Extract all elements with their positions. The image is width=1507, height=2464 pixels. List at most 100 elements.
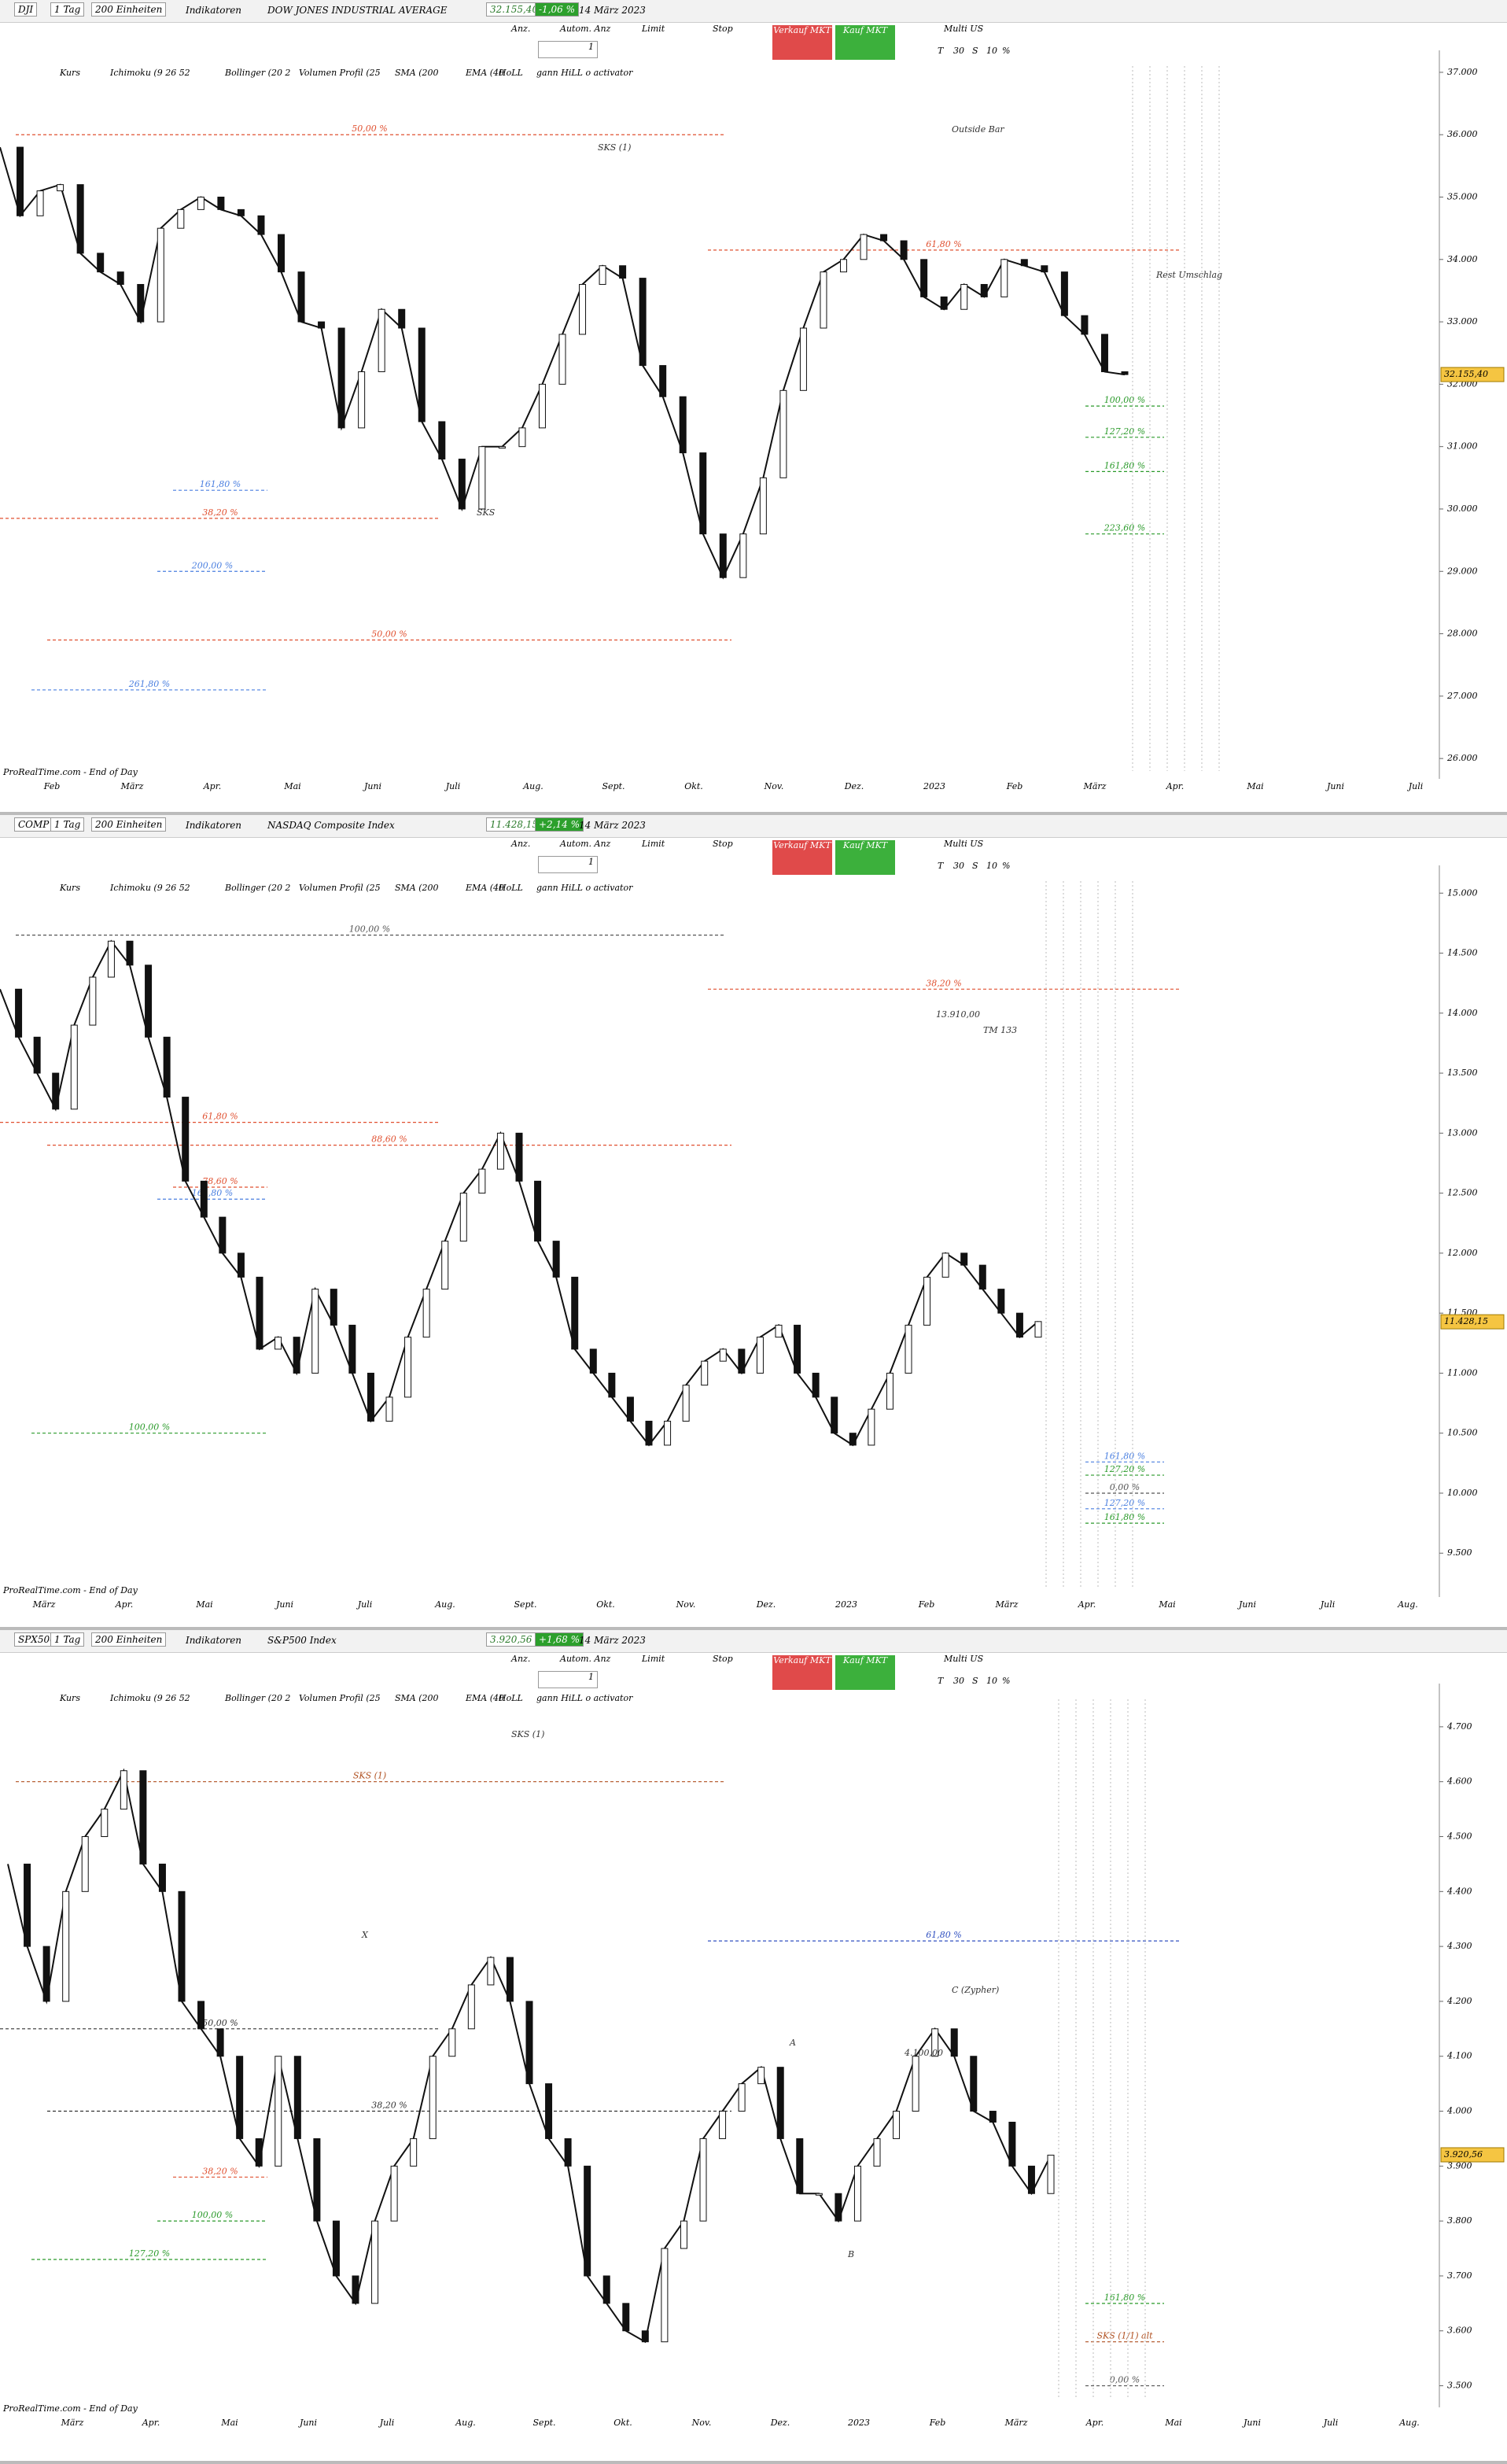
- buy-button[interactable]: Kauf MKT: [835, 25, 895, 60]
- indicator-toggle[interactable]: Volumen Profil (25: [299, 68, 381, 78]
- x-tick-label: Aug.: [455, 2418, 476, 2428]
- toolbar-indicators[interactable]: Indikatoren: [186, 5, 242, 16]
- candle: [664, 1420, 672, 1446]
- toolbar-period[interactable]: 1 Tag: [50, 2, 85, 17]
- indicator-toggle[interactable]: gann HiLL o activator: [536, 883, 633, 893]
- candle: [126, 940, 134, 966]
- buy-button[interactable]: Kauf MKT: [835, 1655, 895, 1690]
- candle: [330, 1289, 337, 1326]
- candle: [579, 284, 587, 335]
- candle: [163, 1036, 171, 1098]
- y-tick-label: 33.000: [1447, 316, 1478, 326]
- indicator-toggle[interactable]: EMA (40: [466, 68, 505, 78]
- y-tick-label: 10.500: [1447, 1428, 1478, 1438]
- level-label: 38,20 %: [926, 978, 961, 988]
- qty-input[interactable]: 1: [538, 856, 598, 873]
- candle: [659, 365, 667, 397]
- x-tick-label: Juni: [1325, 781, 1344, 791]
- x-tick-label: Juni: [363, 781, 381, 791]
- indicator-toggle[interactable]: gann HiLL o activator: [536, 1693, 633, 1703]
- candle: [398, 308, 406, 329]
- indicator-toggle[interactable]: Ichimoku (9 26 52: [110, 68, 190, 78]
- x-tick-label: Okt.: [684, 781, 703, 791]
- level-label: 38,20 %: [202, 507, 238, 518]
- indicator-toggle[interactable]: SMA (200: [395, 883, 439, 893]
- candle: [97, 253, 105, 273]
- order-pct: %: [1002, 1676, 1011, 1686]
- price-line: [0, 939, 1039, 1447]
- y-tick-label: 14.000: [1447, 1008, 1478, 1018]
- candle: [534, 1180, 542, 1242]
- annotation: C (Zypher): [952, 1985, 999, 1995]
- candle: [157, 227, 164, 323]
- candle: [487, 1957, 495, 1986]
- candle: [960, 1252, 968, 1266]
- indicator-toggle[interactable]: Ichimoku (9 26 52: [110, 883, 190, 893]
- qty-input[interactable]: 1: [538, 41, 598, 58]
- toolbar-units[interactable]: 200 Einheiten: [91, 1632, 167, 1647]
- candle: [467, 1984, 475, 2030]
- toolbar-period[interactable]: 1 Tag: [50, 1632, 85, 1647]
- chart-panel: COMP 1 Tag 200 Einheiten Indikatoren NASDAQ …: [0, 815, 1507, 1630]
- annotation: SKS (1): [511, 1729, 544, 1739]
- level-label: 78,60 %: [202, 1176, 238, 1186]
- indicator-toggle[interactable]: Volumen Profil (25: [299, 1693, 381, 1703]
- indicator-toggle[interactable]: Kurs: [60, 883, 80, 893]
- indicator-toggle[interactable]: HoLL: [499, 1693, 523, 1703]
- indicator-toggle[interactable]: Bollinger (20 2: [225, 883, 291, 893]
- annotation: Outside Bar: [952, 124, 1004, 135]
- toolbar-units[interactable]: 200 Einheiten: [91, 2, 167, 17]
- indicator-toggle[interactable]: Kurs: [60, 1693, 80, 1703]
- level-label: 38,20 %: [202, 2166, 238, 2176]
- indicator-toggle[interactable]: Bollinger (20 2: [225, 1693, 291, 1703]
- x-tick-label: März: [61, 2418, 84, 2428]
- candle: [931, 2028, 939, 2057]
- buy-button[interactable]: Kauf MKT: [835, 840, 895, 875]
- y-tick-label: 4.600: [1446, 1776, 1472, 1787]
- indicator-toggle[interactable]: EMA (40: [466, 883, 505, 893]
- toolbar-symbol[interactable]: SPX500: [14, 1632, 60, 1647]
- candle: [699, 2138, 707, 2222]
- indicator-toggle[interactable]: gann HiLL o activator: [536, 68, 633, 78]
- candle: [756, 1337, 764, 1374]
- x-tick-label: Juli: [444, 781, 461, 791]
- toolbar-period[interactable]: 1 Tag: [50, 817, 85, 832]
- order-t: T: [938, 1676, 944, 1686]
- level-label: 38,20 %: [371, 2101, 407, 2111]
- indicator-toggle[interactable]: Kurs: [60, 68, 80, 78]
- candle: [89, 976, 97, 1026]
- x-tick-label: Juli: [1322, 2418, 1339, 2428]
- toolbar-indicators[interactable]: Indikatoren: [186, 1635, 242, 1646]
- indicator-toggle[interactable]: Bollinger (20 2: [225, 68, 291, 78]
- x-tick-label: 2023: [847, 2418, 870, 2428]
- candle: [441, 1241, 449, 1290]
- toolbar-price: 3.920,56: [486, 1632, 536, 1647]
- candle: [216, 2028, 224, 2057]
- toolbar-name: NASDAQ Composite Index: [267, 820, 395, 831]
- toolbar-symbol[interactable]: COMP: [14, 817, 53, 832]
- x-tick-label: Feb: [43, 781, 61, 791]
- sell-button[interactable]: Verkauf MKT: [772, 840, 832, 875]
- toolbar-symbol[interactable]: DJI: [14, 2, 38, 17]
- indicator-toggle[interactable]: HoLL: [499, 883, 523, 893]
- indicator-toggle[interactable]: SMA (200: [395, 68, 439, 78]
- toolbar-indicators[interactable]: Indikatoren: [186, 820, 242, 831]
- sell-button[interactable]: Verkauf MKT: [772, 1655, 832, 1690]
- indicator-toggle[interactable]: SMA (200: [395, 1693, 439, 1703]
- sell-button[interactable]: Verkauf MKT: [772, 25, 832, 60]
- indicator-toggle[interactable]: EMA (40: [466, 1693, 505, 1703]
- y-tick-label: 36.000: [1447, 129, 1478, 139]
- order-pct: %: [1002, 46, 1011, 56]
- indicator-toggle[interactable]: Ichimoku (9 26 52: [110, 1693, 190, 1703]
- candle: [1008, 2121, 1016, 2167]
- y-tick-label: 4.400: [1446, 1886, 1472, 1896]
- y-tick-label: 11.500: [1447, 1308, 1478, 1318]
- indicator-toggle[interactable]: HoLL: [499, 68, 523, 78]
- candle: [980, 284, 988, 297]
- candle: [378, 308, 385, 373]
- qty-input[interactable]: 1: [538, 1671, 598, 1688]
- toolbar-units[interactable]: 200 Einheiten: [91, 817, 167, 832]
- level-label: 61,80 %: [926, 1930, 961, 1940]
- indicator-toggle[interactable]: Volumen Profil (25: [299, 883, 381, 893]
- candle: [641, 2330, 649, 2343]
